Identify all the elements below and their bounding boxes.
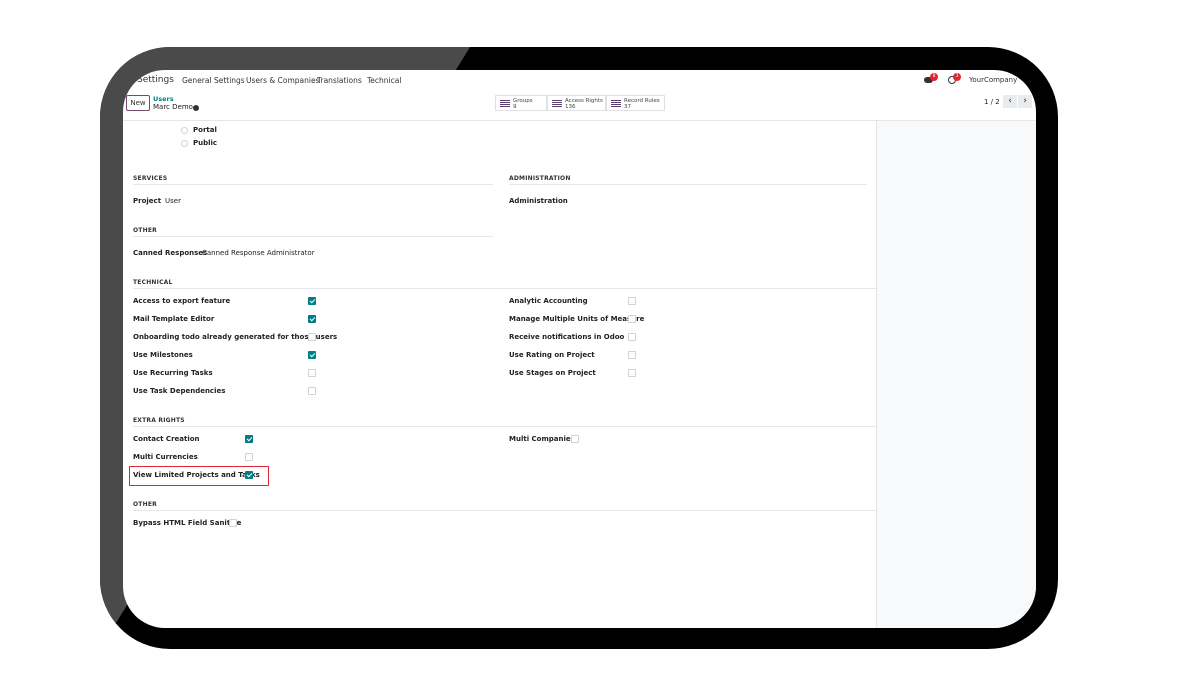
section-divider bbox=[133, 236, 493, 237]
section-title-extra-rights: EXTRA RIGHTS bbox=[133, 417, 185, 424]
breadcrumb-users[interactable]: Users bbox=[153, 95, 174, 103]
field-label-administration: Administration bbox=[509, 197, 568, 205]
highlight-box bbox=[129, 466, 269, 486]
messages-badge: 8 bbox=[930, 73, 938, 81]
breadcrumb-current: Marc Demo bbox=[153, 103, 193, 111]
section-title-other: OTHER bbox=[133, 227, 157, 234]
stat-label: Access Rights bbox=[565, 98, 603, 104]
field-label-analytic-accounting: Analytic Accounting bbox=[509, 297, 588, 305]
field-label-use-stages-on-project: Use Stages on Project bbox=[509, 369, 596, 377]
radio-label: Public bbox=[193, 139, 218, 147]
checkbox-receive-notifications-in-odoo[interactable] bbox=[628, 333, 636, 341]
groups-button[interactable]: Groups 9 bbox=[495, 95, 547, 111]
checkbox-multi-companies[interactable] bbox=[571, 435, 579, 443]
field-label-bypass-html-field-sanitize: Bypass HTML Field Sanitize bbox=[133, 519, 242, 527]
checkbox-bypass-html-field-sanitize[interactable] bbox=[229, 519, 237, 527]
stat-label: Groups bbox=[513, 98, 533, 104]
field-label-use-task-dependencies: Use Task Dependencies bbox=[133, 387, 226, 395]
field-label-access-to-export-feature: Access to export feature bbox=[133, 297, 231, 305]
checkbox-contact-creation[interactable] bbox=[245, 435, 253, 443]
field-label-canned-responses: Canned Responses bbox=[133, 249, 208, 257]
checkbox-use-recurring-tasks[interactable] bbox=[308, 369, 316, 377]
field-label-use-milestones: Use Milestones bbox=[133, 351, 193, 359]
checkbox-use-rating-on-project[interactable] bbox=[628, 351, 636, 359]
field-label-use-recurring-tasks: Use Recurring Tasks bbox=[133, 369, 213, 377]
section-title-services: SERVICES bbox=[133, 175, 168, 182]
stat-value: 136 bbox=[565, 104, 576, 110]
field-value-canned-responses[interactable]: Canned Response Administrator bbox=[202, 249, 315, 257]
checkbox-view-limited-projects-and-tasks[interactable] bbox=[245, 471, 253, 479]
messages-icon[interactable] bbox=[924, 77, 933, 83]
section-divider bbox=[133, 426, 876, 427]
section-divider bbox=[509, 184, 867, 185]
checkbox-use-milestones[interactable] bbox=[308, 351, 316, 359]
field-label-contact-creation: Contact Creation bbox=[133, 435, 200, 443]
section-divider bbox=[133, 184, 493, 185]
checkbox-multi-currencies[interactable] bbox=[245, 453, 253, 461]
stat-label: Record Rules bbox=[624, 98, 660, 104]
menu-general-settings[interactable]: General Settings bbox=[182, 76, 245, 85]
menu-users-companies[interactable]: Users & Companies bbox=[246, 76, 320, 85]
checkbox-manage-multiple-units-of-measure[interactable] bbox=[628, 315, 636, 323]
field-label-project: Project bbox=[133, 197, 162, 205]
record-rules-button[interactable]: Record Rules 37 bbox=[606, 95, 665, 111]
checkbox-use-task-dependencies[interactable] bbox=[308, 387, 316, 395]
company-switcher[interactable]: YourCompany bbox=[969, 76, 1018, 84]
list-bullets-icon bbox=[611, 100, 621, 107]
app-screen: Settings General Settings Users & Compan… bbox=[123, 70, 1036, 628]
section-divider bbox=[133, 288, 876, 289]
pager-value[interactable]: 1 / 2 bbox=[984, 98, 1000, 106]
field-label-multi-currencies: Multi Currencies bbox=[133, 453, 198, 461]
field-label-use-rating-on-project: Use Rating on Project bbox=[509, 351, 595, 359]
pager-next-button[interactable]: › bbox=[1018, 95, 1032, 108]
field-label-view-limited-projects-and-tasks: View Limited Projects and Tasks bbox=[133, 471, 260, 479]
pager-prev-button[interactable]: ‹ bbox=[1003, 95, 1017, 108]
list-icon bbox=[552, 100, 562, 107]
radio-label: Portal bbox=[193, 126, 217, 134]
stat-value: 9 bbox=[513, 104, 517, 110]
checkbox-onboarding-todo-already-generated-for-those-users[interactable] bbox=[308, 333, 316, 341]
checkbox-access-to-export-feature[interactable] bbox=[308, 297, 316, 305]
users-icon bbox=[500, 100, 510, 107]
field-label-multi-companies: Multi Companies bbox=[509, 435, 575, 443]
field-label-onboarding-todo-already-generated-for-those-users: Onboarding todo already generated for th… bbox=[133, 333, 338, 341]
menu-technical[interactable]: Technical bbox=[367, 76, 402, 85]
radio-public[interactable] bbox=[181, 140, 188, 147]
checkbox-mail-template-editor[interactable] bbox=[308, 315, 316, 323]
radio-portal[interactable] bbox=[181, 127, 188, 134]
field-value-project[interactable]: User bbox=[165, 197, 181, 205]
chatter-panel bbox=[876, 121, 1036, 628]
field-label-receive-notifications-in-odoo: Receive notifications in Odoo bbox=[509, 333, 625, 341]
gear-icon[interactable] bbox=[193, 105, 199, 111]
menu-translations[interactable]: Translations bbox=[317, 76, 362, 85]
field-label-mail-template-editor: Mail Template Editor bbox=[133, 315, 215, 323]
section-divider bbox=[133, 510, 876, 511]
checkbox-use-stages-on-project[interactable] bbox=[628, 369, 636, 377]
section-title-other2: OTHER bbox=[133, 501, 157, 508]
activities-badge: 3 bbox=[953, 73, 961, 81]
stat-value: 37 bbox=[624, 104, 631, 110]
section-title-administration: ADMINISTRATION bbox=[509, 175, 571, 182]
app-title[interactable]: Settings bbox=[137, 75, 174, 85]
new-button[interactable]: New bbox=[126, 95, 150, 111]
access-rights-button[interactable]: Access Rights 136 bbox=[547, 95, 606, 111]
section-title-technical: TECHNICAL bbox=[133, 279, 173, 286]
checkbox-analytic-accounting[interactable] bbox=[628, 297, 636, 305]
divider bbox=[123, 120, 1036, 121]
field-label-manage-multiple-units-of-measure: Manage Multiple Units of Measure bbox=[509, 315, 645, 323]
